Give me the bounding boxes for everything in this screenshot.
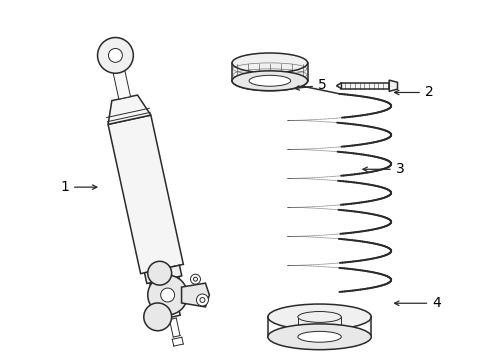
Polygon shape	[144, 265, 182, 283]
Ellipse shape	[297, 311, 341, 322]
Polygon shape	[152, 282, 179, 292]
Circle shape	[147, 261, 171, 285]
Ellipse shape	[267, 324, 370, 350]
Polygon shape	[111, 54, 122, 71]
Polygon shape	[108, 115, 183, 274]
Circle shape	[196, 294, 208, 306]
Text: 5: 5	[294, 78, 326, 92]
Polygon shape	[149, 276, 180, 288]
Text: 3: 3	[362, 162, 404, 176]
Ellipse shape	[297, 331, 341, 342]
Polygon shape	[341, 83, 388, 89]
Circle shape	[147, 275, 187, 315]
Polygon shape	[388, 80, 397, 91]
Circle shape	[143, 303, 171, 331]
Polygon shape	[108, 95, 150, 125]
Polygon shape	[181, 283, 209, 307]
Circle shape	[190, 274, 200, 284]
Circle shape	[161, 288, 174, 302]
Ellipse shape	[248, 75, 290, 86]
Circle shape	[108, 49, 122, 62]
Ellipse shape	[232, 71, 307, 91]
Circle shape	[97, 37, 133, 73]
Polygon shape	[154, 267, 180, 319]
Text: 1: 1	[60, 180, 97, 194]
Text: 4: 4	[394, 296, 440, 310]
Ellipse shape	[232, 53, 307, 73]
Polygon shape	[113, 69, 130, 99]
Ellipse shape	[267, 304, 370, 330]
Polygon shape	[336, 83, 341, 89]
Text: 2: 2	[394, 85, 433, 99]
